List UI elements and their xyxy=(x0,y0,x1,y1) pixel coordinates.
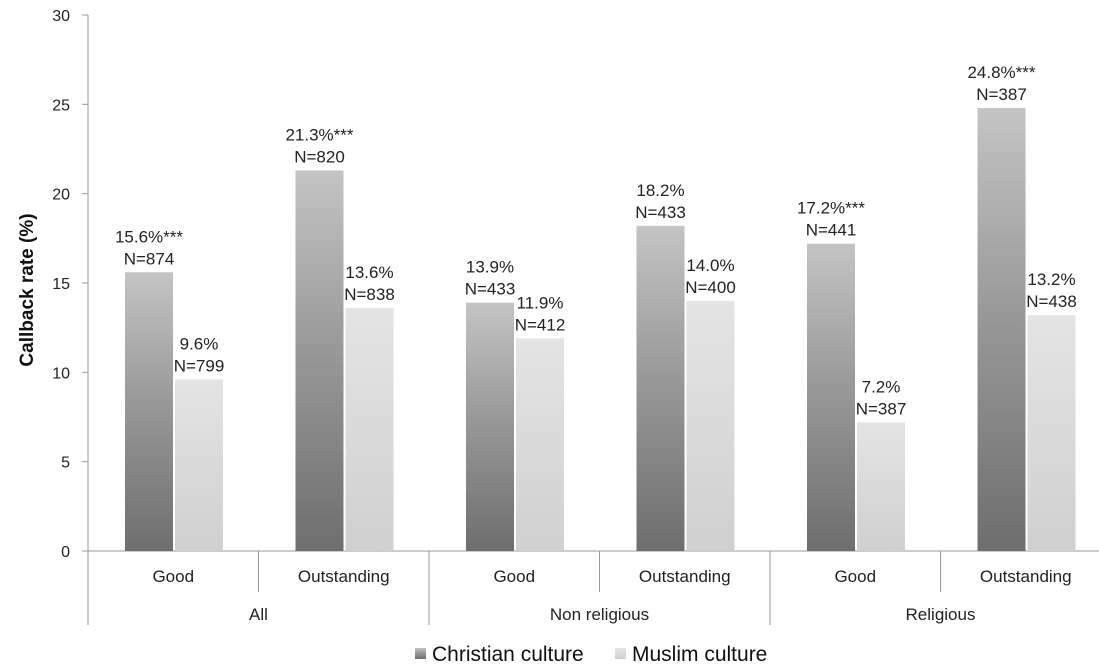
legend-swatch-christian xyxy=(415,648,426,659)
data-label-n: N=387 xyxy=(856,399,907,418)
muslim-bar xyxy=(857,422,905,551)
data-label-n: N=433 xyxy=(465,280,516,299)
x-category-label: Good xyxy=(152,567,194,586)
data-label-rate: 7.2% xyxy=(862,377,901,396)
y-tick-label: 15 xyxy=(52,276,70,293)
data-label-rate: 15.6%*** xyxy=(115,227,183,246)
x-category-label: Good xyxy=(834,567,876,586)
christian-bar xyxy=(807,243,855,551)
y-tick-label: 5 xyxy=(61,455,70,472)
muslim-bar xyxy=(175,379,223,551)
y-tick-label: 0 xyxy=(61,544,70,561)
data-label-rate: 24.8%*** xyxy=(967,63,1035,82)
data-label-rate: 13.6% xyxy=(345,263,393,282)
y-tick-label: 25 xyxy=(52,97,70,114)
x-category-label: Outstanding xyxy=(980,567,1072,586)
data-label-n: N=441 xyxy=(806,221,857,240)
data-label-rate: 18.2% xyxy=(636,181,684,200)
data-label-rate: 14.0% xyxy=(686,256,734,275)
x-category-label: Good xyxy=(493,567,535,586)
data-label-rate: 9.6% xyxy=(180,334,219,353)
data-label-rate: 21.3%*** xyxy=(285,125,353,144)
christian-bar xyxy=(977,107,1026,551)
x-group-label: Religious xyxy=(906,605,976,624)
y-tick-label: 10 xyxy=(52,365,70,382)
legend-swatch-muslim xyxy=(615,648,626,659)
legend-label-muslim: Muslim culture xyxy=(632,643,767,666)
data-label-rate: 13.2% xyxy=(1027,270,1075,289)
data-label-n: N=438 xyxy=(1026,292,1077,311)
data-label-n: N=412 xyxy=(515,315,566,334)
y-tick-label: 20 xyxy=(52,187,70,204)
data-label-n: N=820 xyxy=(294,147,345,166)
x-group-label: Non religious xyxy=(550,605,649,624)
data-label-n: N=400 xyxy=(685,278,736,297)
christian-bar xyxy=(466,302,514,551)
data-label-n: N=838 xyxy=(344,285,395,304)
christian-bar xyxy=(636,225,685,551)
y-tick-label: 30 xyxy=(52,8,70,25)
data-label-n: N=799 xyxy=(174,356,225,375)
x-group-label: All xyxy=(249,605,268,624)
data-label-n: N=874 xyxy=(124,249,175,268)
muslim-bar xyxy=(1027,315,1076,551)
x-category-label: Outstanding xyxy=(298,567,390,586)
data-label-rate: 17.2%*** xyxy=(797,199,865,218)
data-label-n: N=433 xyxy=(635,203,686,222)
christian-bar xyxy=(125,272,173,551)
christian-bar xyxy=(295,170,344,551)
data-label-rate: 13.9% xyxy=(466,258,514,277)
muslim-bar xyxy=(345,308,394,551)
muslim-bar xyxy=(516,338,564,551)
data-label-n: N=387 xyxy=(976,85,1027,104)
muslim-bar xyxy=(686,300,735,551)
y-axis-title: Callback rate (%) xyxy=(17,213,38,366)
legend: Christian culture Muslim culture xyxy=(415,643,767,666)
x-category-label: Outstanding xyxy=(639,567,731,586)
legend-label-christian: Christian culture xyxy=(432,643,584,666)
data-label-rate: 11.9% xyxy=(517,293,564,312)
